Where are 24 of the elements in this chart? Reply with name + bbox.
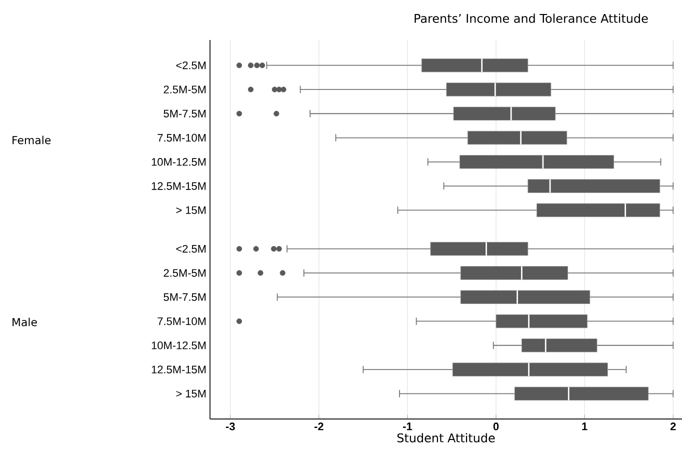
x-tick-label: 1 bbox=[582, 422, 588, 430]
y-tick-label: 10M-12.5M bbox=[152, 158, 206, 166]
y-tick-label: 2.5M-5M bbox=[164, 269, 206, 277]
text: Male bbox=[12, 318, 37, 326]
x-tick-label: -1 bbox=[403, 422, 412, 430]
x-tick-label: 2 bbox=[670, 422, 676, 430]
y-tick-label: 5M-7.5M bbox=[164, 293, 206, 301]
y-tick-label: 2.5M-5M bbox=[164, 86, 206, 94]
text: Female bbox=[12, 136, 51, 144]
x-tick-label: -3 bbox=[226, 422, 235, 430]
y-tick-label: 5M-7.5M bbox=[164, 110, 206, 118]
y-tick-label: > 15M bbox=[176, 390, 206, 398]
y-tick-label: 10M-12.5M bbox=[152, 342, 206, 350]
chart-title: Parents’ Income and Tolerance Attitude bbox=[414, 14, 648, 23]
y-tick-label: <2.5M bbox=[176, 244, 206, 253]
y-tick-label: 12.5M-15M bbox=[152, 366, 206, 374]
y-tick-label: <2.5M bbox=[176, 61, 206, 70]
y-tick-label: 7.5M-10M bbox=[158, 317, 206, 326]
x-tick-label: 0 bbox=[493, 422, 499, 430]
y-tick-label: > 15M bbox=[176, 206, 206, 214]
y-tick-label: 12.5M-15M bbox=[152, 182, 206, 190]
y-tick-label: 7.5M-10M bbox=[158, 134, 206, 142]
x-axis-title: Student Attitude bbox=[397, 433, 495, 442]
x-tick-label: -2 bbox=[314, 422, 324, 430]
